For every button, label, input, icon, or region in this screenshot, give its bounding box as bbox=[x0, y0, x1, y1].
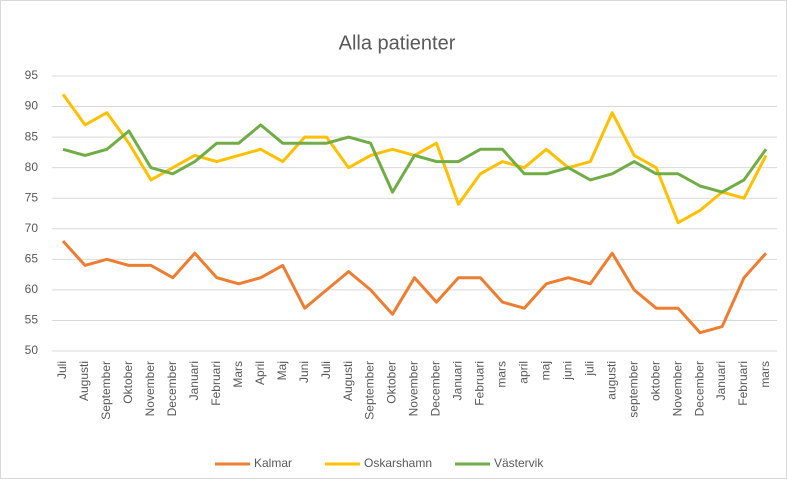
x-tick-label: Januari bbox=[187, 361, 201, 400]
y-tick-label: 85 bbox=[25, 129, 39, 143]
x-tick-label: juli bbox=[582, 361, 596, 377]
x-tick-label: September bbox=[363, 361, 377, 420]
x-tick-label: Januari bbox=[714, 361, 728, 400]
x-tick-label: oktober bbox=[648, 361, 662, 401]
y-tick-label: 65 bbox=[25, 252, 39, 266]
x-tick-label: mars bbox=[495, 361, 509, 388]
x-tick-label: augusti bbox=[604, 361, 618, 400]
y-tick-label: 90 bbox=[25, 99, 39, 113]
y-tick-label: 50 bbox=[25, 343, 39, 357]
x-tick-label: Juni bbox=[297, 361, 311, 383]
x-tick-label: Oktober bbox=[385, 361, 399, 404]
x-tick-label: December bbox=[692, 361, 706, 416]
x-tick-label: November bbox=[670, 361, 684, 416]
x-tick-label: september bbox=[626, 361, 640, 418]
x-tick-label: December bbox=[165, 361, 179, 416]
y-tick-label: 60 bbox=[25, 282, 39, 296]
x-tick-label: maj bbox=[538, 361, 552, 380]
y-tick-label: 70 bbox=[25, 221, 39, 235]
legend-label: Oskarshamn bbox=[364, 456, 432, 470]
chart-title: Alla patienter bbox=[339, 32, 456, 54]
x-tick-label: December bbox=[429, 361, 443, 416]
legend-label: Västervik bbox=[494, 456, 544, 470]
y-tick-label: 55 bbox=[25, 313, 39, 327]
x-tick-label: Augusti bbox=[341, 361, 355, 401]
y-tick-label: 80 bbox=[25, 160, 39, 174]
x-tick-label: Maj bbox=[275, 361, 289, 380]
y-tick-label: 95 bbox=[25, 68, 39, 82]
series-line bbox=[61, 239, 768, 335]
x-tick-label: juni bbox=[560, 361, 574, 381]
x-tick-label: Februari bbox=[473, 361, 487, 406]
x-tick-label: November bbox=[407, 361, 421, 416]
x-tick-label: November bbox=[143, 361, 157, 416]
x-tick-label: Juli bbox=[55, 361, 69, 379]
x-tick-label: Mars bbox=[231, 361, 245, 388]
x-tick-label: Oktober bbox=[121, 361, 135, 404]
x-tick-label: april bbox=[517, 361, 531, 384]
x-tick-label: mars bbox=[758, 361, 772, 388]
x-tick-label: Juli bbox=[319, 361, 333, 379]
x-tick-label: Januari bbox=[451, 361, 465, 400]
x-tick-label: Augusti bbox=[77, 361, 91, 401]
y-tick-label: 75 bbox=[25, 190, 39, 204]
x-tick-label: April bbox=[253, 361, 267, 385]
series-line bbox=[62, 123, 768, 194]
x-tick-label: Februari bbox=[209, 361, 223, 406]
x-tick-label: September bbox=[99, 361, 113, 420]
legend-label: Kalmar bbox=[254, 456, 292, 470]
x-tick-label: Februari bbox=[736, 361, 750, 406]
